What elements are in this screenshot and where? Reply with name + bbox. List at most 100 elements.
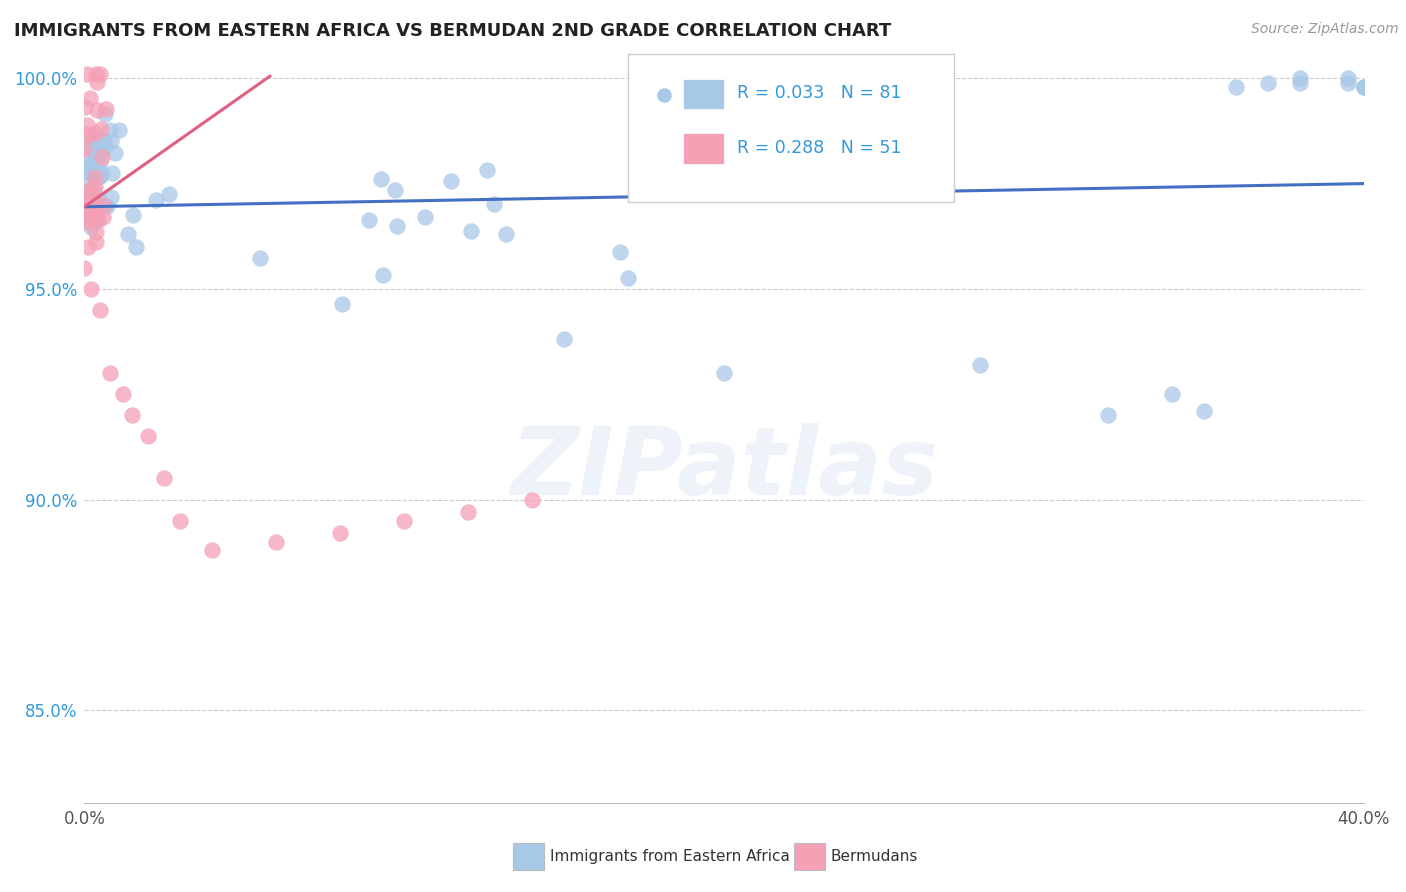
Point — [83, 139, 105, 153]
Point — [82, 201, 104, 215]
Point — [553, 333, 575, 347]
Point — [79, 216, 101, 230]
Point — [76, 172, 98, 186]
Point — [460, 224, 482, 238]
Point — [84, 160, 107, 174]
Point — [713, 366, 735, 380]
Point — [86, 168, 108, 182]
Text: IMMIGRANTS FROM EASTERN AFRICA VS BERMUDAN 2ND GRADE CORRELATION CHART: IMMIGRANTS FROM EASTERN AFRICA VS BERMUD… — [14, 22, 891, 40]
Y-axis label: 2nd Grade: 2nd Grade — [0, 380, 3, 467]
Point — [76, 118, 98, 132]
Point — [457, 505, 479, 519]
Point — [357, 213, 380, 227]
Point — [75, 187, 97, 202]
Point — [84, 213, 107, 227]
Point — [87, 132, 110, 146]
Point — [77, 153, 100, 168]
Point — [75, 100, 97, 114]
Point — [330, 297, 353, 311]
Point — [157, 186, 180, 201]
Point — [96, 102, 118, 116]
Point — [86, 103, 108, 117]
Point — [394, 514, 416, 528]
Point — [98, 123, 121, 137]
Point — [495, 227, 517, 242]
Point — [94, 139, 117, 153]
Point — [76, 193, 98, 207]
Point — [83, 184, 105, 198]
Point — [111, 387, 134, 401]
Point — [90, 166, 112, 180]
Point — [76, 208, 98, 222]
Point — [413, 210, 436, 224]
Point — [87, 193, 110, 207]
Point — [91, 198, 114, 212]
Point — [76, 196, 98, 211]
Point — [1337, 76, 1360, 90]
Point — [89, 155, 111, 169]
Point — [1225, 79, 1247, 94]
Point — [1257, 76, 1279, 90]
Point — [80, 159, 103, 173]
Point — [86, 75, 108, 89]
Point — [264, 534, 288, 549]
Point — [80, 207, 103, 221]
Point — [84, 225, 107, 239]
Text: Bermudans: Bermudans — [831, 849, 918, 863]
Point — [96, 199, 118, 213]
Point — [627, 135, 650, 149]
Point — [84, 235, 107, 250]
Point — [201, 543, 224, 558]
Point — [94, 106, 117, 120]
Point — [79, 203, 101, 218]
Point — [80, 137, 103, 152]
Point — [384, 183, 406, 197]
Point — [77, 128, 100, 142]
Point — [75, 161, 97, 175]
Point — [108, 122, 131, 136]
Point — [80, 202, 103, 216]
Point — [138, 429, 160, 443]
Point — [89, 169, 111, 183]
Point — [76, 67, 98, 81]
Point — [90, 121, 112, 136]
Point — [371, 268, 394, 282]
Point — [169, 514, 191, 528]
Point — [385, 219, 408, 233]
Point — [82, 192, 104, 206]
Point — [145, 193, 167, 207]
Point — [83, 145, 105, 159]
Point — [1353, 79, 1375, 94]
Point — [1288, 76, 1310, 90]
Point — [90, 144, 112, 158]
Point — [76, 209, 98, 223]
Point — [121, 208, 143, 222]
Text: R = 0.288   N = 51: R = 0.288 N = 51 — [737, 139, 901, 158]
Point — [77, 166, 100, 180]
Point — [609, 244, 631, 259]
Text: R = 0.033   N = 81: R = 0.033 N = 81 — [737, 84, 901, 102]
Text: Immigrants from Eastern Africa: Immigrants from Eastern Africa — [550, 849, 790, 863]
Point — [84, 169, 107, 184]
Point — [440, 174, 463, 188]
Point — [84, 126, 107, 140]
Point — [522, 492, 544, 507]
Point — [98, 366, 121, 380]
Point — [77, 139, 100, 153]
Point — [1192, 404, 1215, 418]
Point — [104, 145, 127, 160]
Point — [101, 166, 124, 180]
Point — [73, 260, 96, 275]
Point — [117, 227, 139, 241]
Point — [86, 169, 108, 183]
Point — [94, 199, 117, 213]
Point — [89, 169, 111, 183]
Point — [93, 211, 115, 225]
Point — [84, 141, 107, 155]
Point — [86, 213, 108, 227]
Text: ZIPatlas: ZIPatlas — [510, 423, 938, 516]
Point — [1097, 409, 1119, 423]
Point — [75, 189, 97, 203]
Point — [329, 526, 352, 541]
FancyBboxPatch shape — [683, 133, 724, 163]
